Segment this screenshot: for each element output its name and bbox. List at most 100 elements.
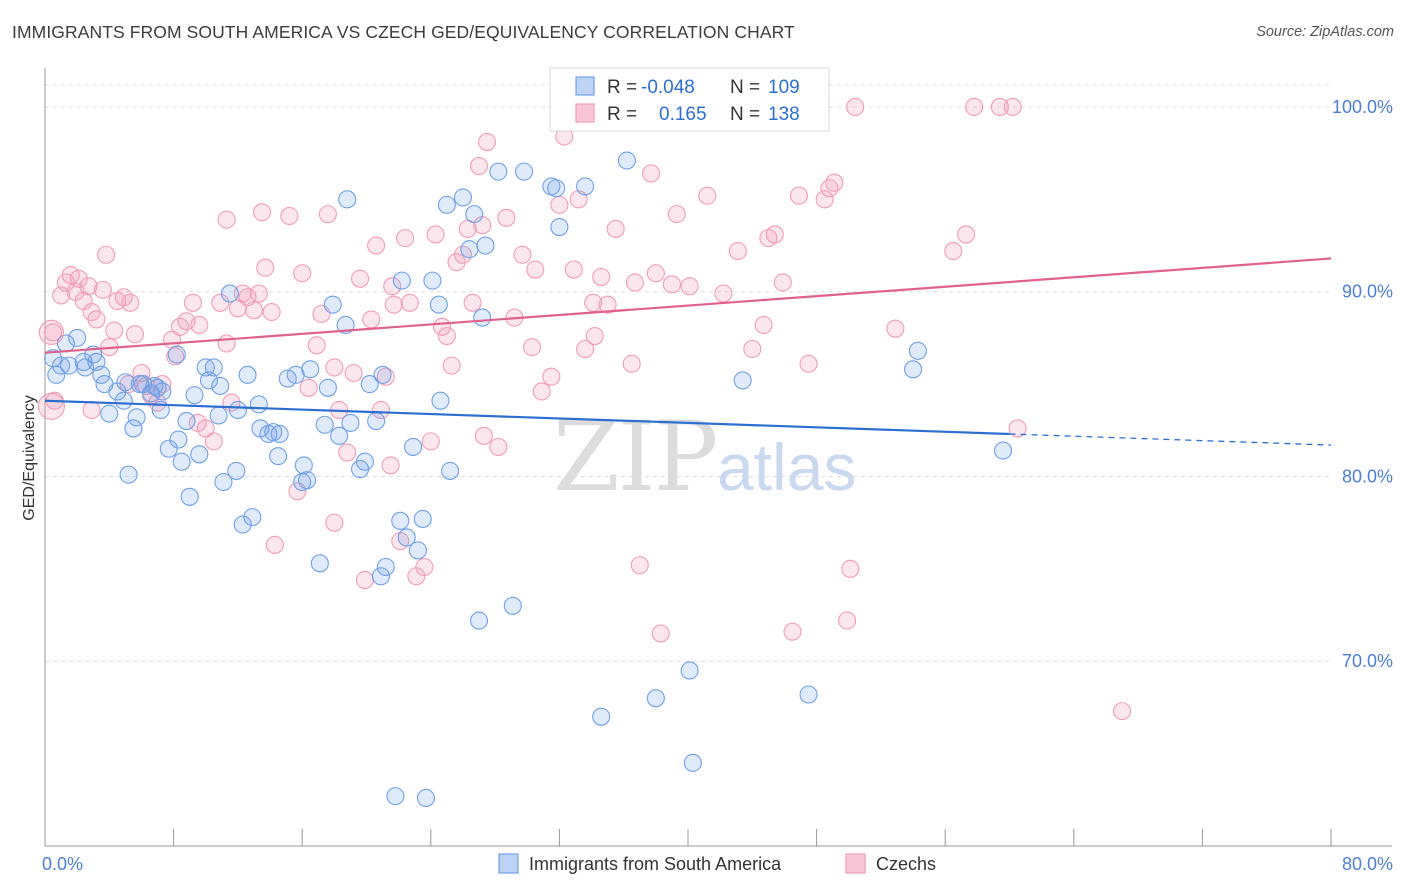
data-point: [209, 406, 228, 425]
data-point: [442, 356, 461, 375]
bottom-legend-swatch-blue: [498, 853, 519, 874]
axes: [44, 68, 1392, 847]
data-point: [341, 413, 360, 432]
data-point: [87, 310, 106, 329]
data-point: [542, 367, 561, 386]
data-point: [564, 260, 583, 279]
legend-r-label-2: R =: [607, 104, 637, 125]
data-point: [318, 378, 337, 397]
data-point: [116, 373, 135, 392]
data-point: [244, 301, 264, 320]
data-point: [43, 323, 63, 342]
data-point: [265, 535, 284, 554]
data-point: [994, 441, 1013, 460]
data-point: [437, 195, 456, 214]
watermark-atlas: atlas: [717, 430, 856, 504]
legend-r-label-1: R =: [607, 77, 637, 98]
data-point: [617, 151, 636, 170]
data-point: [489, 162, 508, 181]
data-point: [651, 624, 670, 643]
y-axis-title: GED/Equivalency: [21, 395, 38, 520]
legend-n-label-2: N =: [730, 104, 760, 125]
data-point: [330, 426, 349, 445]
data-point: [815, 190, 834, 209]
data-point: [743, 339, 762, 359]
data-point: [190, 445, 209, 464]
data-point: [325, 358, 344, 377]
data-point: [376, 557, 395, 577]
series-legend: Immigrants from South America Czechs: [498, 853, 936, 874]
data-point: [908, 341, 927, 360]
data-point: [460, 240, 479, 259]
data-point: [60, 356, 79, 375]
data-point: [606, 219, 625, 238]
data-point: [441, 461, 460, 480]
data-point: [238, 365, 257, 384]
data-point: [323, 295, 342, 314]
data-point: [297, 471, 317, 490]
data-point: [167, 345, 186, 364]
bottom-legend-label-2: Czechs: [876, 854, 936, 874]
data-point: [667, 205, 686, 224]
data-point: [249, 284, 268, 303]
data-points: [37, 97, 1132, 808]
data-point: [121, 293, 140, 312]
data-point: [124, 419, 143, 438]
data-point: [799, 354, 818, 373]
data-point: [886, 319, 905, 338]
data-point: [503, 596, 522, 615]
data-point: [413, 509, 432, 529]
data-point: [513, 245, 532, 264]
data-point: [204, 432, 223, 451]
data-point: [188, 413, 207, 432]
data-point: [217, 210, 236, 229]
data-point: [256, 258, 275, 277]
data-point: [437, 327, 456, 346]
data-point: [336, 315, 355, 335]
data-point: [307, 336, 326, 355]
data-point: [453, 188, 473, 207]
data-point: [351, 269, 370, 288]
data-point: [69, 269, 88, 288]
data-point: [550, 195, 569, 214]
data-point: [465, 205, 484, 224]
data-point: [825, 173, 844, 192]
data-point: [526, 260, 545, 279]
data-point: [180, 487, 199, 506]
data-point: [447, 253, 466, 272]
data-point: [392, 271, 411, 290]
data-point: [523, 338, 542, 357]
data-point: [846, 97, 865, 117]
data-point: [680, 661, 699, 680]
data-point: [397, 528, 416, 547]
data-point: [318, 205, 337, 224]
data-point: [243, 508, 262, 527]
data-point: [371, 567, 391, 586]
data-point: [355, 452, 374, 471]
grid-lines: [45, 84, 1331, 662]
trend-line-south-america-extension: [1009, 433, 1332, 446]
data-point: [783, 622, 802, 641]
data-point: [646, 689, 665, 708]
data-point: [76, 358, 95, 377]
data-point: [82, 400, 101, 420]
data-point: [183, 293, 202, 312]
legend-box: [549, 67, 830, 132]
data-point: [391, 511, 410, 530]
data-point: [754, 315, 773, 335]
data-point: [820, 179, 839, 198]
data-point: [469, 157, 489, 176]
data-point: [592, 267, 611, 286]
trend-lines: [44, 257, 1332, 446]
source-label: Source: ZipAtlas.com: [1256, 24, 1394, 40]
data-point: [641, 164, 661, 183]
data-point: [662, 275, 681, 294]
data-point: [119, 465, 138, 484]
correlation-legend: R = -0.048 N = 109 R = 0.165 N = 138: [549, 67, 830, 132]
y-tick-label: 80.0%: [1342, 466, 1393, 486]
data-point: [227, 461, 246, 480]
data-point-large: [38, 319, 64, 345]
data-point: [584, 293, 603, 312]
data-point: [680, 277, 699, 296]
data-point: [550, 217, 569, 237]
